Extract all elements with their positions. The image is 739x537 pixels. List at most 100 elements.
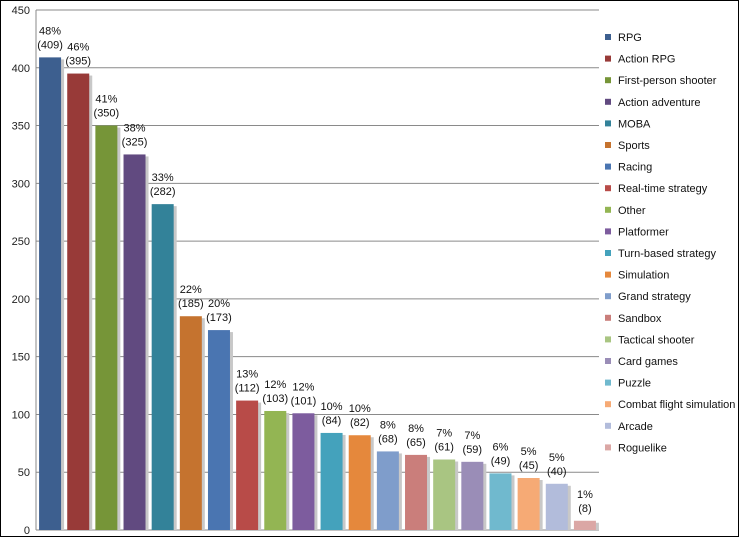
legend-label: Arcade <box>618 421 653 433</box>
bar <box>39 57 62 530</box>
legend: RPG Action RPG First-person shooter Action … <box>605 32 735 454</box>
legend-swatch <box>605 120 611 127</box>
legend-swatch <box>605 34 611 40</box>
legend-label: Simulation <box>618 270 669 282</box>
bar-percent-label: 33% <box>152 172 174 184</box>
bar-percent-label: 8% <box>380 419 396 431</box>
y-tick-label: 350 <box>12 121 30 133</box>
legend-label: Grand strategy <box>618 291 691 303</box>
y-axis: 0 50 100 150 200 250 300 350 400 450 <box>12 5 37 536</box>
bar-count-label: (68) <box>378 433 398 445</box>
legend-swatch <box>605 314 611 321</box>
bar-count-label: (45) <box>519 460 539 472</box>
legend-swatch <box>605 98 611 105</box>
y-tick-label: 250 <box>12 236 30 248</box>
legend-swatch <box>605 142 611 148</box>
legend-label: Turn-based strategy <box>618 248 717 260</box>
bar-count-label: (40) <box>547 466 567 478</box>
legend-swatch <box>605 271 611 278</box>
legend-swatch <box>605 77 611 84</box>
bar-count-label: (103) <box>262 393 288 405</box>
legend-label: Real-time strategy <box>618 183 708 195</box>
y-tick-label: 100 <box>12 409 30 421</box>
legend-swatch <box>605 358 611 364</box>
legend-label: Tactical shooter <box>618 334 695 346</box>
bar-percent-label: 22% <box>180 284 202 296</box>
bar <box>545 483 568 530</box>
bar-percent-label: 1% <box>577 489 593 501</box>
bar-percent-label: 7% <box>436 428 452 440</box>
legend-swatch <box>605 401 611 408</box>
legend-swatch <box>605 185 611 192</box>
bar-count-label: (84) <box>322 415 342 427</box>
bar <box>517 478 540 530</box>
legend-label: MOBA <box>618 118 651 130</box>
bar <box>236 400 259 530</box>
legend-label: Platformer <box>618 226 669 238</box>
gridlines <box>36 9 599 531</box>
bar-percent-label: 5% <box>549 452 565 464</box>
bar <box>461 461 484 530</box>
bar-percent-label: 12% <box>264 379 286 391</box>
legend-label: Racing <box>618 162 652 174</box>
bar-percent-label: 5% <box>521 446 537 458</box>
bar-count-label: (325) <box>122 136 148 148</box>
bar-percent-label: 10% <box>321 401 343 413</box>
legend-swatch <box>605 228 611 235</box>
bar <box>405 454 428 530</box>
legend-label: Other <box>618 205 646 217</box>
bar <box>151 204 174 530</box>
legend-label: First-person shooter <box>618 75 717 87</box>
legend-swatch <box>605 163 611 170</box>
bar-count-label: (395) <box>65 56 91 68</box>
legend-swatch <box>605 444 611 451</box>
legend-label: RPG <box>618 32 642 44</box>
bar <box>292 413 315 530</box>
legend-swatch <box>605 293 611 300</box>
y-tick-label: 300 <box>12 178 30 190</box>
legend-label: Sandbox <box>618 313 662 325</box>
bar <box>207 330 230 530</box>
legend-label: Roguelike <box>618 442 667 454</box>
data-labels: 48% (409) 46% (395) 41% (350) 38% (325) 33% (282)… <box>37 25 593 514</box>
bar-count-label: (101) <box>291 395 317 407</box>
legend-label: Action adventure <box>618 97 701 109</box>
bar <box>433 459 456 530</box>
bar <box>376 451 399 530</box>
bar-count-label: (282) <box>150 186 176 198</box>
bar <box>489 473 512 530</box>
legend-swatch <box>605 250 611 256</box>
bar-percent-label: 48% <box>39 25 61 37</box>
bar-percent-label: 13% <box>236 369 258 381</box>
bars <box>39 57 599 531</box>
legend-swatch <box>605 336 611 343</box>
y-tick-label: 200 <box>12 294 30 306</box>
bar-count-label: (65) <box>406 437 426 449</box>
bar-count-label: (59) <box>463 444 483 456</box>
bar <box>95 125 118 531</box>
bar <box>573 520 596 530</box>
y-tick-label: 400 <box>12 63 30 75</box>
legend-swatch <box>605 379 611 386</box>
bar-percent-label: 6% <box>493 441 509 453</box>
legend-label: Action RPG <box>618 54 675 66</box>
legend-swatch <box>605 422 611 429</box>
bar <box>67 73 90 531</box>
bar-count-label: (82) <box>350 417 370 429</box>
bar <box>320 432 343 530</box>
y-tick-label: 50 <box>18 467 30 479</box>
bar-count-label: (409) <box>37 39 63 51</box>
bar-count-label: (8) <box>578 503 591 515</box>
legend-swatch <box>605 55 611 62</box>
bar-percent-label: 7% <box>464 430 480 442</box>
y-tick-label: 0 <box>24 525 30 536</box>
bar-count-label: (350) <box>94 108 120 120</box>
bar-count-label: (49) <box>491 455 511 467</box>
legend-label: Puzzle <box>618 378 651 390</box>
y-tick-label: 450 <box>12 5 30 17</box>
bar <box>123 154 146 530</box>
legend-label: Combat flight simulation <box>618 399 735 411</box>
y-tick-label: 150 <box>12 352 30 364</box>
